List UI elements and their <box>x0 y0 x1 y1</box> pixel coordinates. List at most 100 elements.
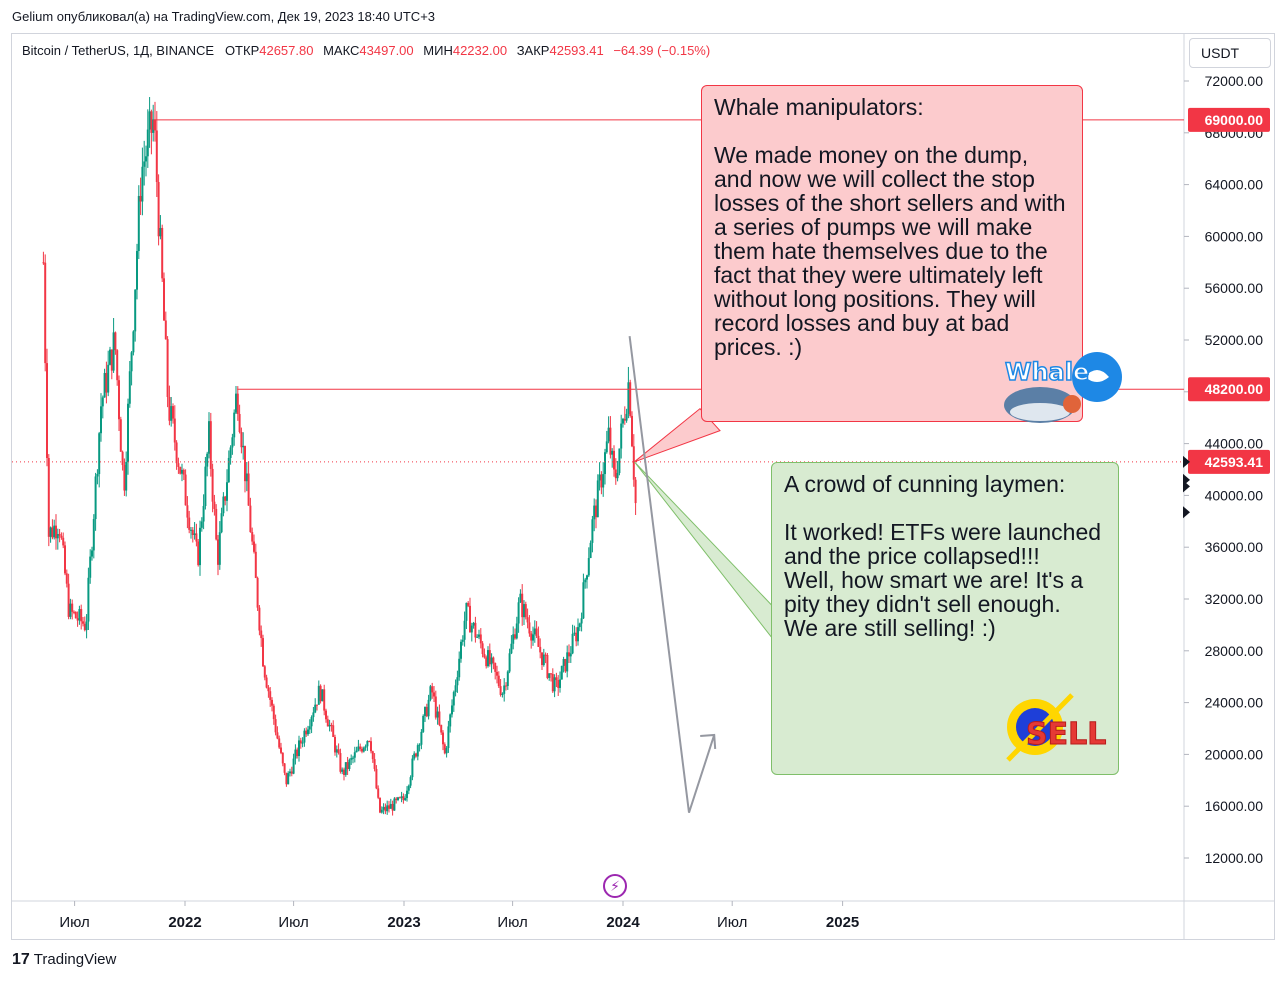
candle-body <box>326 719 329 727</box>
candle-body <box>258 607 261 631</box>
candle-body <box>332 725 335 737</box>
candle-body <box>389 803 392 809</box>
y-tick-label: 28000.00 <box>1205 643 1264 659</box>
candle-body <box>173 418 176 443</box>
candle-body <box>393 798 396 811</box>
candle-body <box>330 724 333 726</box>
candle-body <box>587 558 590 576</box>
candle-body <box>544 654 547 656</box>
x-tick-label: 2024 <box>606 914 640 931</box>
candle-body <box>627 382 630 414</box>
candle-body <box>578 623 581 628</box>
candle-body <box>186 505 189 518</box>
candle-body <box>303 730 306 743</box>
candle-body <box>168 397 171 421</box>
axis-marker-icon <box>1183 455 1190 468</box>
candle-body <box>605 441 608 453</box>
candle-body <box>325 710 327 720</box>
chart-frame <box>11 33 1275 940</box>
candle-body <box>193 533 196 536</box>
candle-body <box>244 445 246 482</box>
candle-body <box>301 742 304 744</box>
candle-body <box>46 363 48 459</box>
candle-body <box>524 604 527 618</box>
candle-body <box>130 352 133 372</box>
candle-body <box>458 658 461 678</box>
axis-marker-icon <box>1183 506 1190 519</box>
candle-body <box>307 729 309 735</box>
candle-body <box>427 699 430 717</box>
x-tick-label: Июл <box>717 914 747 931</box>
price-badge-bg <box>1188 107 1270 132</box>
tradingview-logo: 17 TradingView <box>12 951 116 969</box>
candle-body <box>276 732 279 739</box>
candle-body <box>623 418 626 421</box>
change-value: −64.39 (−0.15%) <box>613 43 711 58</box>
candle-body <box>425 706 428 717</box>
candle-body <box>294 749 297 759</box>
candle-body <box>494 662 497 672</box>
candle-body <box>445 748 448 754</box>
candle-body <box>231 437 234 448</box>
candle-body <box>62 537 65 546</box>
lightning-icon[interactable]: ⚡ <box>603 874 627 898</box>
candle-body <box>224 496 227 501</box>
candle-body <box>618 448 621 474</box>
price-axis: 12000.00 16000.00 20000.00 24000.00 28000.00… <box>1183 73 1270 866</box>
open-label: ОТКР <box>224 43 260 58</box>
candle-body <box>438 711 441 725</box>
candle-body <box>559 679 561 688</box>
candle-body <box>238 413 241 433</box>
candle-body <box>247 473 250 506</box>
candle-body <box>96 474 99 477</box>
candle-body <box>103 372 106 398</box>
candle-body <box>60 535 63 538</box>
price-badge-label: 42593.41 <box>1205 454 1264 470</box>
x-tick-label: 2025 <box>826 914 859 931</box>
candle-body <box>515 623 518 639</box>
candle-body <box>143 161 146 167</box>
candle-body <box>118 380 120 420</box>
candle-body <box>157 182 160 237</box>
price-line-badge: 69000.00 <box>1188 107 1270 132</box>
candle-body <box>254 551 257 578</box>
price-badge-bg <box>1188 377 1270 402</box>
candle-body <box>181 469 183 474</box>
candle-body <box>191 529 194 536</box>
candle-body <box>395 798 398 801</box>
candle-body <box>492 657 495 663</box>
projection-arrow <box>628 335 716 813</box>
candle-body <box>573 632 576 634</box>
candle-body <box>449 714 452 727</box>
candle-body <box>105 372 108 393</box>
candle-body <box>532 634 534 641</box>
candle-body <box>251 532 254 542</box>
candle-body <box>589 542 592 559</box>
y-tick-label: 32000.00 <box>1205 591 1264 607</box>
candle-body <box>215 508 218 540</box>
symbol-name: Bitcoin / TetherUS, 1Д, BINANCE <box>22 43 215 58</box>
candle-body <box>451 705 453 715</box>
candle-body <box>407 785 410 791</box>
candle-body <box>467 602 470 606</box>
candle-body <box>496 671 498 676</box>
candle-body <box>568 652 570 657</box>
candle-body <box>397 797 399 801</box>
candle-body <box>384 806 387 812</box>
candle-body <box>87 577 90 622</box>
candle-body <box>74 612 77 619</box>
candle-body <box>604 452 606 475</box>
y-tick-label: 20000.00 <box>1205 746 1264 762</box>
open-value: 42657.80 <box>259 43 314 58</box>
currency-selector[interactable]: USDT <box>1189 38 1271 68</box>
candle-body <box>148 111 151 130</box>
candle-body <box>195 533 198 542</box>
candle-body <box>434 696 437 718</box>
candle-body <box>249 505 252 533</box>
candle-body <box>371 751 374 760</box>
candle-body <box>310 717 313 727</box>
candle-body <box>109 349 111 365</box>
candle-body <box>197 541 200 566</box>
candle-body <box>328 724 331 727</box>
